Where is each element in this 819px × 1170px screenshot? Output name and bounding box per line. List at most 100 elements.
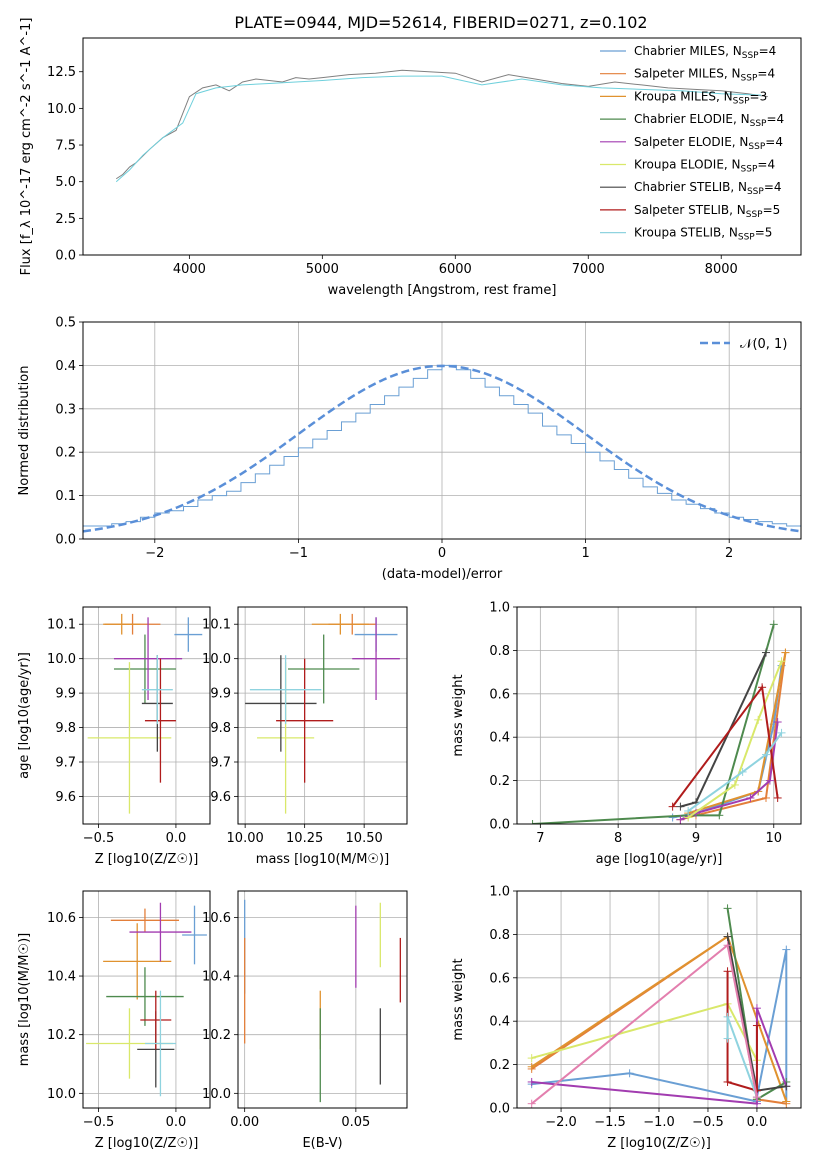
y-tick-label: 0.1 (55, 489, 76, 504)
x-tick-label: 2 (725, 546, 733, 561)
y-axis-label: mass [log10(M/M☉)] (17, 933, 32, 1066)
legend-label: Salpeter ELODIE, NSSP=4 (634, 135, 783, 152)
plot-area (527, 904, 791, 1108)
y-tick-label: 2.5 (55, 212, 76, 227)
figure-title: PLATE=0944, MJD=52614, FIBERID=0271, z=0… (234, 13, 647, 32)
legend-entry: Salpeter MILES, NSSP=4 (600, 67, 775, 84)
y-tick-label: 0.2 (489, 774, 510, 789)
series-line (680, 652, 767, 808)
y-tick-label: 10.2 (47, 1028, 76, 1043)
y-tick-label: 10.1 (47, 618, 76, 633)
x-tick-label: 5000 (306, 262, 339, 277)
x-axis-label: age [log10(age/yr)] (596, 852, 723, 867)
y-axis-label: age [log10(age/yr)] (17, 652, 32, 779)
x-tick-label: −2.0 (545, 1115, 577, 1130)
series-line (532, 624, 775, 824)
plot-area (245, 613, 400, 814)
plots-layer: 4000 5000 6000 7000 80000.02.55.07.510.012.5… (17, 18, 802, 1151)
y-tick-label: 10.0 (47, 652, 76, 667)
normal-curve (83, 364, 801, 533)
legend-entry: Salpeter ELODIE, NSSP=4 (600, 135, 783, 152)
axes-frame (237, 890, 408, 1109)
y-tick-label: 0.8 (489, 928, 510, 943)
x-axis-label: Z [log10(Z/Z☉)] (95, 852, 199, 867)
y-tick-label: 0.2 (55, 446, 76, 461)
chart-weight_vs_Z: −2.0 −1.5 −1.0 −0.5 0.0 0.0 0.2 0.4 0.6 0.8 1.0 Z [… (451, 885, 802, 1151)
legend-entry: Chabrier ELODIE, NSSP=4 (600, 112, 784, 129)
y-tick-label: 0.0 (55, 249, 76, 264)
series-line (687, 732, 783, 812)
chart-residual_hist: −2 −1 0 1 2 0.0 0.1 0.2 0.3 0.4 0.5 (data-model)/er… (17, 316, 802, 582)
x-tick-label: 0.0 (166, 831, 187, 846)
y-tick-label: 10.0 (202, 652, 231, 667)
y-tick-label: 10.2 (202, 1028, 231, 1043)
y-tick-label: 0.0 (489, 1102, 510, 1117)
y-axis-label: mass weight (451, 958, 466, 1040)
chart-mass_vs_Z: −0.5 0.0 10.0 10.2 10.4 10.6 Z [log10(Z/Z☉)] ma… (17, 890, 211, 1151)
x-tick-label: −1 (289, 546, 308, 561)
series-line (672, 665, 783, 819)
axes-frame (82, 37, 802, 256)
chart-age_vs_Z: −0.5 0.0 9.6 9.7 9.8 9.9 10.0 10.1 Z [log10(Z/Z☉… (17, 606, 211, 867)
y-tick-label: 9.6 (55, 790, 76, 805)
x-tick-label: 0.00 (230, 1115, 259, 1130)
y-tick-label: 0.4 (489, 1015, 510, 1030)
y-tick-label: 0.2 (489, 1058, 510, 1073)
series-line (726, 1016, 758, 1098)
x-axis-label: wavelength [Angstrom, rest frame] (328, 283, 557, 298)
legend-entry: Kroupa STELIB, NSSP=5 (600, 226, 772, 243)
x-tick-label: 0.0 (166, 1115, 187, 1130)
x-tick-label: 1 (581, 546, 589, 561)
legend-label: Salpeter STELIB, NSSP=5 (634, 203, 780, 220)
y-tick-label: 0.3 (55, 402, 76, 417)
y-tick-label: 10.6 (202, 911, 231, 926)
axes-frame (82, 606, 211, 825)
x-tick-label: 0.0 (747, 1115, 768, 1130)
histogram-bars (83, 364, 801, 539)
x-tick-label: 8000 (705, 262, 738, 277)
x-tick-label: 9 (692, 831, 700, 846)
y-tick-label: 9.7 (55, 756, 76, 771)
y-tick-label: 0.6 (489, 971, 510, 986)
y-tick-label: 1.0 (489, 885, 510, 900)
legend-label: Kroupa ELODIE, NSSP=4 (634, 158, 775, 175)
y-tick-label: 0.0 (55, 533, 76, 548)
x-tick-label: 10 (765, 831, 782, 846)
plot-area (115, 69, 768, 183)
x-tick-label: 7000 (572, 262, 605, 277)
y-tick-label: 0.4 (55, 359, 76, 374)
plot-area (83, 364, 801, 539)
chart-weight_vs_age: 7 8 9 10 0.0 0.2 0.4 0.6 0.8 1.0 age [log10(age/yr… (451, 601, 802, 867)
y-tick-label: 10.1 (202, 618, 231, 633)
x-tick-label: −0.5 (83, 1115, 115, 1130)
y-tick-label: 10.4 (202, 970, 231, 985)
plot-area (86, 902, 207, 1097)
chart-mass_vs_ebv: 0.00 0.05 10.0 10.2 10.4 10.6 E(B-V) (202, 890, 408, 1151)
x-tick-label: 0.05 (341, 1115, 370, 1130)
legend-label: Chabrier MILES, NSSP=4 (634, 44, 776, 61)
axes-frame (82, 321, 802, 540)
x-axis-label: (data-model)/error (382, 567, 503, 582)
y-tick-label: 9.9 (55, 687, 76, 702)
legend-label-normal: 𝒩(0, 1) (740, 337, 787, 352)
legend-entry: Chabrier MILES, NSSP=4 (600, 44, 776, 61)
y-tick-label: 0.4 (489, 731, 510, 746)
series-line (687, 660, 783, 819)
chart-age_vs_mass: 10.00 10.25 10.50 9.6 9.7 9.8 9.9 10.0 10.1 mass … (202, 606, 408, 867)
y-tick-label: 9.6 (210, 790, 231, 805)
legend-label: Kroupa STELIB, NSSP=5 (634, 226, 772, 243)
y-tick-label: 10.0 (47, 1087, 76, 1102)
x-tick-label: −0.5 (692, 1115, 724, 1130)
y-tick-label: 0.6 (489, 687, 510, 702)
y-tick-label: 5.0 (55, 175, 76, 190)
legend-entry: Chabrier STELIB, NSSP=4 (600, 180, 782, 197)
legend-label: Chabrier STELIB, NSSP=4 (634, 180, 782, 197)
series-line (115, 75, 762, 183)
plot-area (528, 620, 790, 824)
x-tick-label: −1.0 (643, 1115, 675, 1130)
legend-label: Kroupa MILES, NSSP=3 (634, 89, 767, 106)
plot-area (87, 613, 203, 814)
y-tick-label: 10.0 (47, 102, 76, 117)
y-tick-label: 9.7 (210, 756, 231, 771)
